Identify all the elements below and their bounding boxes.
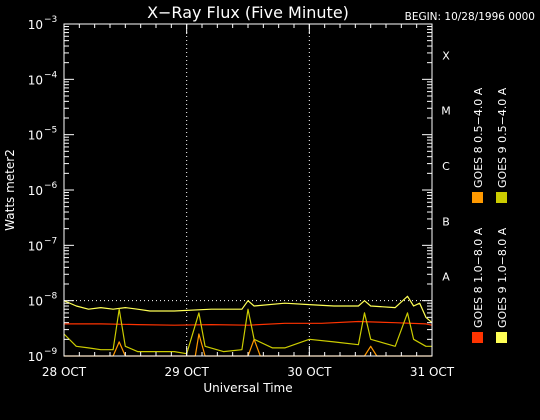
legend-label: GOES 9 0.5−4.0 A xyxy=(496,87,509,188)
y-tick-exponent: −9 xyxy=(44,347,58,357)
flare-class-label: C xyxy=(442,160,450,173)
flare-class-label: M xyxy=(441,105,451,118)
legend-swatch xyxy=(496,332,507,343)
flare-class-labels: X M C B A xyxy=(441,49,451,283)
legend-swatch xyxy=(472,332,483,343)
x-axis-ticks: 28 OCT 29 OCT 30 OCT 31 OCT xyxy=(42,24,455,379)
chart-title: X−Ray Flux (Five Minute) xyxy=(147,3,349,22)
y-tick-exponent: −7 xyxy=(44,236,57,246)
y-tick-label: 10 xyxy=(28,184,43,198)
series-line xyxy=(63,295,433,324)
y-tick-exponent: −5 xyxy=(44,126,57,136)
x-tick-label: 29 OCT xyxy=(165,365,210,379)
y-tick-exponent: −4 xyxy=(44,70,58,80)
x-tick-label: 31 OCT xyxy=(410,365,455,379)
x-tick-label: 28 OCT xyxy=(42,365,87,379)
y-tick-exponent: −8 xyxy=(44,292,58,302)
series-line xyxy=(64,320,433,326)
begin-label: BEGIN: 10/28/1996 0000 xyxy=(405,11,535,23)
y-tick-label: 10 xyxy=(28,129,43,143)
legend-swatch xyxy=(496,192,507,203)
x-axis-label: Universal Time xyxy=(203,381,292,395)
y-tick-label: 10 xyxy=(28,239,43,253)
legend: GOES 8 1.0−8.0 A GOES 8 0.5−4.0 A GOES 9 1… xyxy=(472,87,509,343)
y-tick-label: 10 xyxy=(28,350,43,364)
y-tick-exponent: −6 xyxy=(44,181,58,191)
flare-class-label: B xyxy=(442,215,450,228)
y-axis-label: Watts meter2 xyxy=(3,149,17,231)
series-line xyxy=(63,308,432,355)
y-axis-ticks: 10−310−410−510−610−710−810−9 xyxy=(28,15,432,364)
legend-label: GOES 8 1.0−8.0 A xyxy=(472,227,485,328)
flare-class-label: X xyxy=(442,49,450,62)
flare-class-label: A xyxy=(442,271,450,284)
y-tick-label: 10 xyxy=(28,295,43,309)
y-tick-label: 10 xyxy=(28,73,43,87)
legend-label: GOES 8 0.5−4.0 A xyxy=(472,87,485,188)
y-tick-label: 10 xyxy=(28,18,43,32)
y-tick-exponent: −3 xyxy=(44,15,57,25)
legend-swatch xyxy=(472,192,483,203)
legend-label: GOES 9 1.0−8.0 A xyxy=(496,227,509,328)
x-tick-label: 30 OCT xyxy=(287,365,332,379)
